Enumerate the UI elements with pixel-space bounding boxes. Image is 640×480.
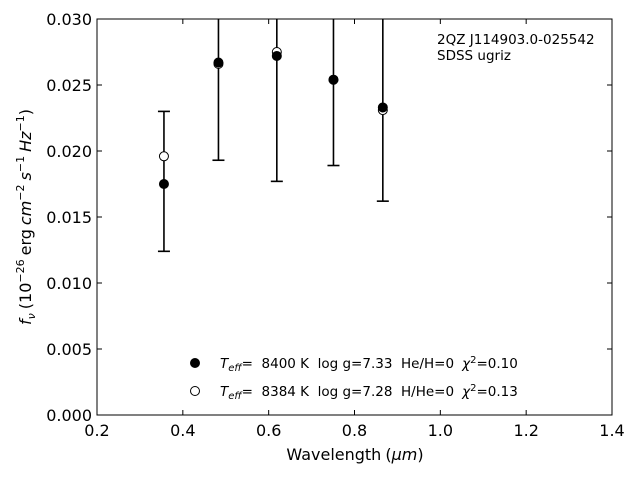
annotation: 2QZ J114903.0-025542 SDSS ugriz [437,32,595,64]
error-bar [212,19,225,162]
legend-marker-filled [190,358,200,368]
x-tick-label: 1.4 [599,421,624,440]
y-tick-label: 0.010 [46,274,92,293]
y-tick-label: 0.025 [46,76,92,95]
x-tick-label: 0.8 [342,421,367,440]
y-tick-label: 0.020 [46,142,92,161]
legend-entry-1: Teff= 8400 K log g=7.33 He/H=0 χ2=0.10 [220,355,518,374]
legend: Teff= 8400 K log g=7.33 He/H=0 χ2=0.10 Te… [190,355,518,402]
y-axis-label: fν(10−26ergcm−2s−1Hz−1) [14,109,38,325]
data-point-filled [158,179,169,189]
data-point-open [158,151,169,162]
data-point-filled [271,50,282,61]
x-tick-label: 1.0 [428,421,453,440]
y-ticks: 0.000 0.005 0.010 0.015 0.020 0.025 0.030 [46,10,612,425]
data-markers [158,47,388,189]
x-tick-label: 0.2 [84,421,109,440]
x-tick-label: 1.2 [513,421,538,440]
error-bar [327,19,340,167]
annotation-survey: SDSS ugriz [437,48,511,64]
x-ticks: 0.2 0.4 0.6 0.8 1.0 1.2 1.4 [84,19,625,440]
annotation-object: 2QZ J114903.0-025542 [437,32,595,48]
data-point-filled [213,57,224,68]
y-tick-label: 0.000 [46,406,92,425]
data-point-filled [377,102,388,113]
legend-marker-open [190,386,200,396]
data-point-filled [328,74,339,85]
y-tick-label: 0.015 [46,208,92,227]
y-tick-label: 0.030 [46,10,92,29]
x-tick-label: 0.4 [170,421,195,440]
y-tick-label: 0.005 [46,340,92,359]
plot-area [96,18,613,416]
x-axis-label: Wavelength (μm) [286,445,423,464]
x-tick-label: 0.6 [256,421,281,440]
error-bar [270,19,283,183]
legend-entry-2: Teff= 8384 K log g=7.28 H/He=0 χ2=0.13 [220,383,518,402]
